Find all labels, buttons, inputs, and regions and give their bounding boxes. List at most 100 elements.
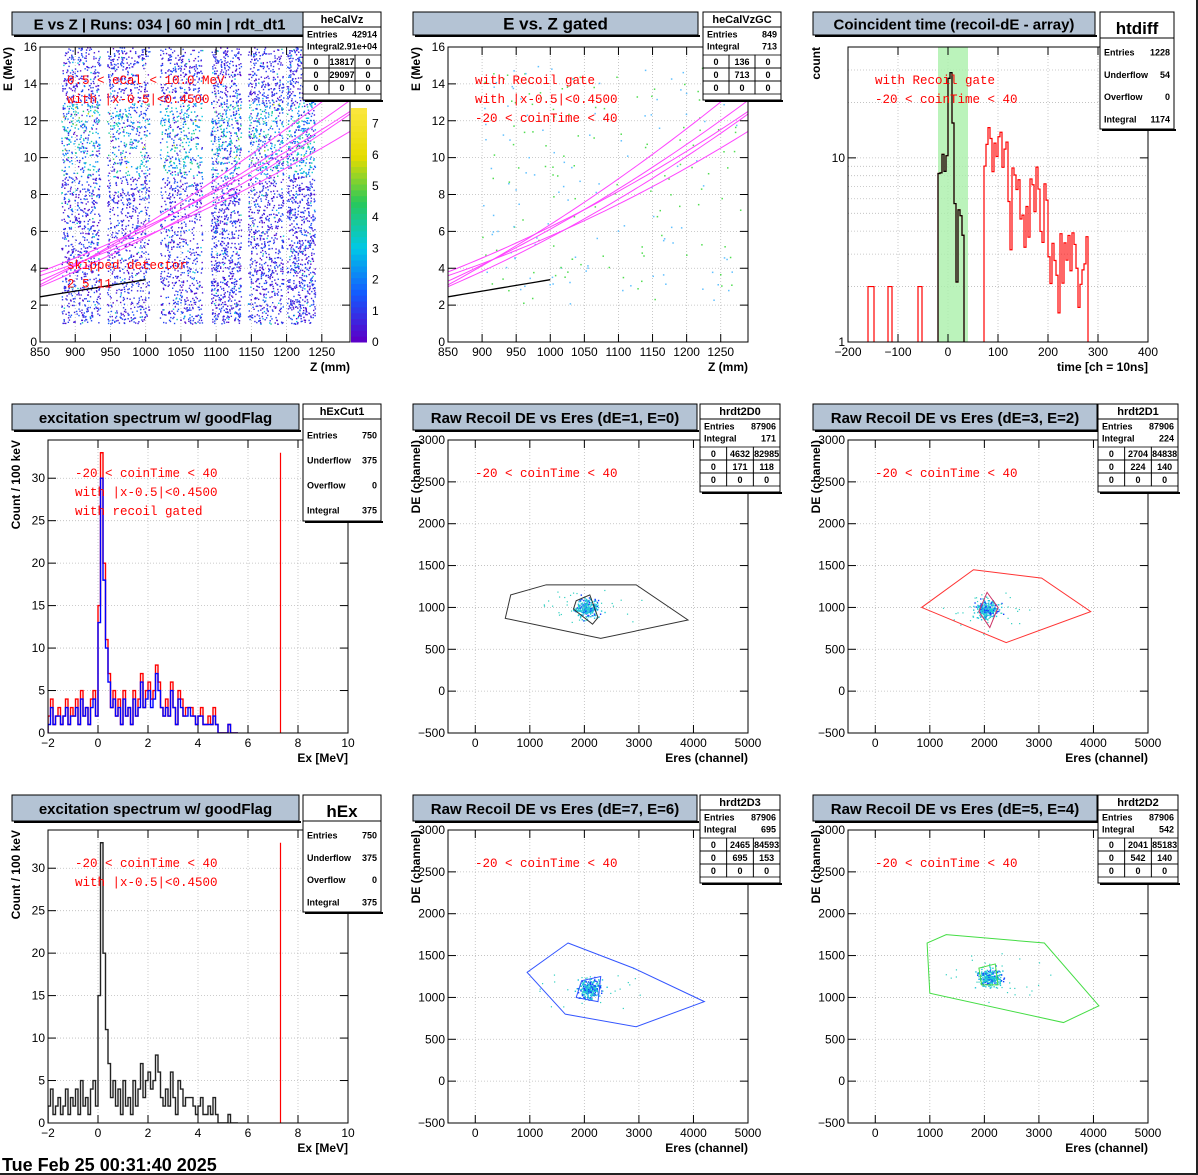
heatmap-cell	[116, 94, 118, 97]
heatmap-cell	[275, 270, 277, 272]
heatmap-cell	[62, 280, 64, 283]
heatmap-cell	[234, 246, 236, 249]
heatmap-cell	[133, 81, 136, 83]
heatmap-cell	[221, 208, 224, 210]
heatmap-cell	[211, 218, 214, 221]
heatmap-cell	[160, 241, 162, 244]
heatmap-cell	[226, 124, 229, 127]
heatmap-cell	[188, 70, 191, 72]
heatmap-cell	[63, 287, 65, 289]
heatmap-cell	[68, 226, 71, 229]
heatmap-cell	[64, 197, 66, 200]
heatmap-cell	[225, 53, 227, 55]
heatmap-cell	[229, 271, 231, 274]
heatmap-cell	[213, 217, 216, 219]
heatmap-cell	[211, 212, 213, 214]
heatmap-cell	[220, 83, 222, 86]
heatmap-cell	[61, 206, 64, 208]
heatmap-cell	[123, 47, 126, 49]
heatmap-cell	[113, 194, 115, 197]
heatmap-cell	[112, 152, 114, 154]
heatmap-cell	[232, 250, 235, 253]
heatmap-cell	[216, 285, 218, 287]
heatmap-cell	[161, 100, 163, 102]
heatmap-cell	[237, 262, 239, 264]
heatmap-cell	[67, 222, 69, 224]
heatmap-cell	[196, 115, 199, 117]
heatmap-cell	[211, 264, 213, 266]
heatmap-cell	[92, 144, 94, 147]
heatmap-cell	[275, 227, 277, 229]
heatmap-cell	[217, 314, 219, 316]
heatmap-cell	[185, 188, 187, 190]
heatmap-cell	[199, 254, 201, 257]
heatmap-cell	[188, 58, 190, 61]
heatmap-cell	[82, 150, 84, 153]
heatmap-cell	[128, 292, 130, 294]
heatmap-cell	[195, 116, 197, 118]
heatmap-cell	[128, 198, 130, 201]
heatmap-cell	[96, 104, 98, 106]
heatmap-cell	[168, 135, 171, 137]
heatmap-cell	[224, 311, 227, 313]
heatmap-cell	[81, 114, 83, 117]
heatmap-cell	[128, 112, 130, 115]
heatmap-cell	[176, 167, 178, 169]
heatmap-cell	[91, 92, 94, 95]
heatmap-cell	[138, 131, 141, 134]
heatmap-cell	[262, 84, 265, 86]
heatmap-cell	[75, 249, 77, 251]
heatmap-cell	[63, 196, 66, 199]
heatmap-cell	[198, 87, 200, 89]
heatmap-cell	[129, 50, 132, 53]
heatmap-cell	[115, 131, 118, 133]
heatmap-cell	[184, 190, 187, 192]
heatmap-cell	[271, 226, 273, 228]
heatmap-cell	[164, 237, 166, 240]
heatmap-cell	[107, 245, 109, 248]
heatmap-cell	[62, 159, 64, 161]
heatmap-cell	[194, 120, 197, 122]
heatmap-cell	[160, 123, 162, 125]
heatmap-cell	[136, 75, 138, 77]
heatmap-cell	[198, 90, 200, 92]
heatmap-cell	[226, 162, 228, 164]
heatmap-cell	[92, 190, 94, 193]
heatmap-cell	[212, 78, 215, 81]
heatmap-cell	[211, 121, 213, 123]
heatmap-cell	[172, 317, 174, 320]
heatmap-cell	[86, 294, 89, 296]
heatmap-cell	[97, 111, 99, 114]
heatmap-cell	[67, 190, 69, 193]
heatmap-cell	[266, 193, 268, 196]
heatmap-cell	[173, 216, 176, 218]
heatmap-cell	[254, 298, 257, 300]
heatmap-cell	[137, 285, 140, 287]
heatmap-cell	[62, 126, 64, 128]
heatmap-cell	[168, 133, 171, 135]
heatmap-cell	[218, 308, 221, 310]
heatmap-cell	[179, 197, 181, 199]
heatmap-cell	[136, 236, 139, 239]
heatmap-cell	[75, 189, 77, 191]
heatmap-cell	[137, 215, 139, 217]
heatmap-cell	[225, 178, 227, 181]
heatmap-cell	[107, 270, 110, 273]
heatmap-cell	[226, 131, 228, 134]
heatmap-cell	[159, 317, 162, 319]
heatmap-cell	[98, 94, 100, 97]
heatmap-cell	[110, 125, 112, 127]
heatmap-cell	[168, 251, 171, 253]
heatmap-cell	[85, 250, 87, 252]
heatmap-cell	[173, 139, 175, 142]
heatmap-cell	[179, 150, 181, 152]
heatmap-cell	[180, 231, 182, 233]
heatmap-cell	[162, 177, 165, 180]
heatmap-cell	[217, 74, 220, 77]
heatmap-cell	[108, 240, 110, 242]
heatmap-cell	[215, 244, 218, 246]
heatmap-cell	[160, 311, 163, 313]
heatmap-cell	[129, 237, 131, 240]
heatmap-cell	[216, 176, 219, 178]
heatmap-cell	[193, 88, 195, 90]
